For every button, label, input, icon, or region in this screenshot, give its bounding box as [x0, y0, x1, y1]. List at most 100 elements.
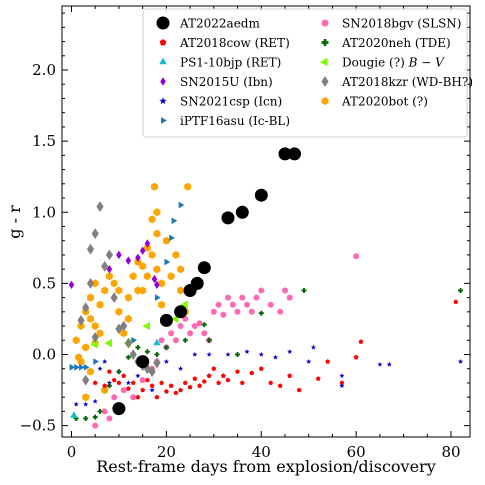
data-point — [258, 287, 265, 294]
x-tick-label: 20 — [157, 443, 176, 461]
data-point — [306, 358, 312, 364]
data-point — [72, 336, 80, 345]
legend-label: SN2021csp (Icn) — [180, 95, 282, 109]
data-point — [68, 280, 75, 289]
axis-ticks: 0 20 40 60 80 −0.5 0.0 0.5 1.0 1.5 2.0 — [20, 6, 470, 461]
data-point — [91, 322, 99, 330]
data-point — [74, 363, 81, 371]
data-point — [82, 393, 90, 402]
data-point — [177, 365, 184, 371]
data-point — [153, 208, 161, 217]
data-point — [182, 380, 188, 385]
data-point — [143, 243, 151, 252]
data-point — [278, 147, 292, 161]
series-at2022aedm — [112, 147, 301, 416]
legend-label: AT2018kzr (WD-BH?) — [341, 75, 473, 89]
data-point — [149, 387, 155, 393]
legend-item-dougie-b-v: Dougie (?) B − V — [320, 56, 445, 70]
legend-item-at2020bot: AT2020bot (?) — [321, 95, 428, 109]
data-point — [234, 308, 241, 315]
data-point — [116, 380, 122, 385]
data-point — [145, 377, 150, 383]
legend-label: PS1-10bjp (RET) — [180, 56, 281, 70]
data-point — [249, 370, 255, 376]
data-point — [377, 361, 383, 367]
data-point — [73, 401, 79, 407]
data-point — [136, 355, 150, 369]
data-point — [101, 408, 108, 415]
data-point — [151, 182, 158, 191]
data-point — [277, 383, 283, 388]
data-point — [135, 373, 141, 379]
data-point — [457, 358, 464, 364]
data-point — [120, 329, 128, 338]
data-point — [83, 363, 90, 371]
series-iptf16asu-ic-bl — [69, 201, 185, 371]
legend-marker — [159, 39, 167, 46]
data-point — [197, 383, 202, 388]
data-point — [77, 315, 85, 326]
data-point — [107, 369, 112, 374]
data-point — [167, 272, 175, 281]
data-point — [102, 383, 108, 388]
legend-label: iPTF16asu (Ic-BL) — [180, 114, 290, 128]
data-point — [225, 351, 231, 357]
data-point — [244, 348, 250, 354]
data-point — [144, 239, 151, 248]
data-point — [90, 340, 98, 349]
data-point — [142, 321, 150, 331]
legend-marker — [159, 97, 167, 105]
data-point — [124, 293, 132, 302]
series-sn2015u-ibn — [68, 239, 160, 289]
data-point — [70, 411, 78, 418]
series-sn2018bgv-slsn — [92, 253, 360, 429]
data-point — [216, 380, 221, 385]
data-point — [83, 401, 89, 407]
data-point — [325, 359, 331, 364]
data-point — [177, 286, 185, 295]
legend-label: SN2015U (Ibn) — [180, 75, 273, 89]
data-point — [353, 253, 360, 260]
data-point — [168, 383, 174, 388]
data-point — [110, 292, 118, 303]
legend-item-ps1-10bjp-ret: PS1-10bjp (RET) — [159, 56, 281, 70]
data-point — [86, 243, 95, 255]
data-point — [92, 414, 98, 420]
legend-item-at2020neh-tde: AT2020neh (TDE) — [321, 36, 451, 50]
data-point — [163, 358, 170, 364]
data-point — [125, 354, 131, 360]
data-point — [106, 415, 113, 422]
data-point — [91, 228, 99, 239]
data-point — [180, 300, 188, 309]
data-point — [339, 383, 345, 389]
data-point — [124, 314, 132, 323]
data-point — [315, 376, 321, 381]
data-point — [101, 286, 109, 295]
data-point — [91, 332, 99, 343]
legend-item-sn2018bgv-slsn: SN2018bgv (SLSN) — [321, 17, 462, 31]
data-point — [143, 363, 151, 375]
data-point — [153, 357, 161, 369]
series-ps1-10bjp-ret — [70, 338, 161, 418]
y-tick-label: 0.5 — [32, 274, 56, 292]
data-point — [177, 265, 185, 274]
data-point — [258, 366, 264, 371]
data-point — [111, 377, 117, 383]
legend-marker — [321, 97, 329, 105]
data-point — [86, 278, 95, 289]
data-point — [139, 286, 147, 295]
data-point — [101, 386, 109, 395]
data-point — [125, 256, 132, 265]
data-point — [174, 305, 188, 319]
data-point — [220, 311, 227, 318]
data-point — [130, 380, 136, 385]
legend-item-at2018kzr-wd-bh: AT2018kzr (WD-BH?) — [321, 75, 473, 89]
data-point — [91, 279, 99, 288]
y-tick-label: −0.5 — [20, 417, 56, 435]
data-point — [115, 286, 123, 295]
data-point — [77, 357, 85, 366]
data-point — [177, 323, 184, 329]
data-point — [77, 322, 85, 330]
data-point — [104, 338, 112, 348]
